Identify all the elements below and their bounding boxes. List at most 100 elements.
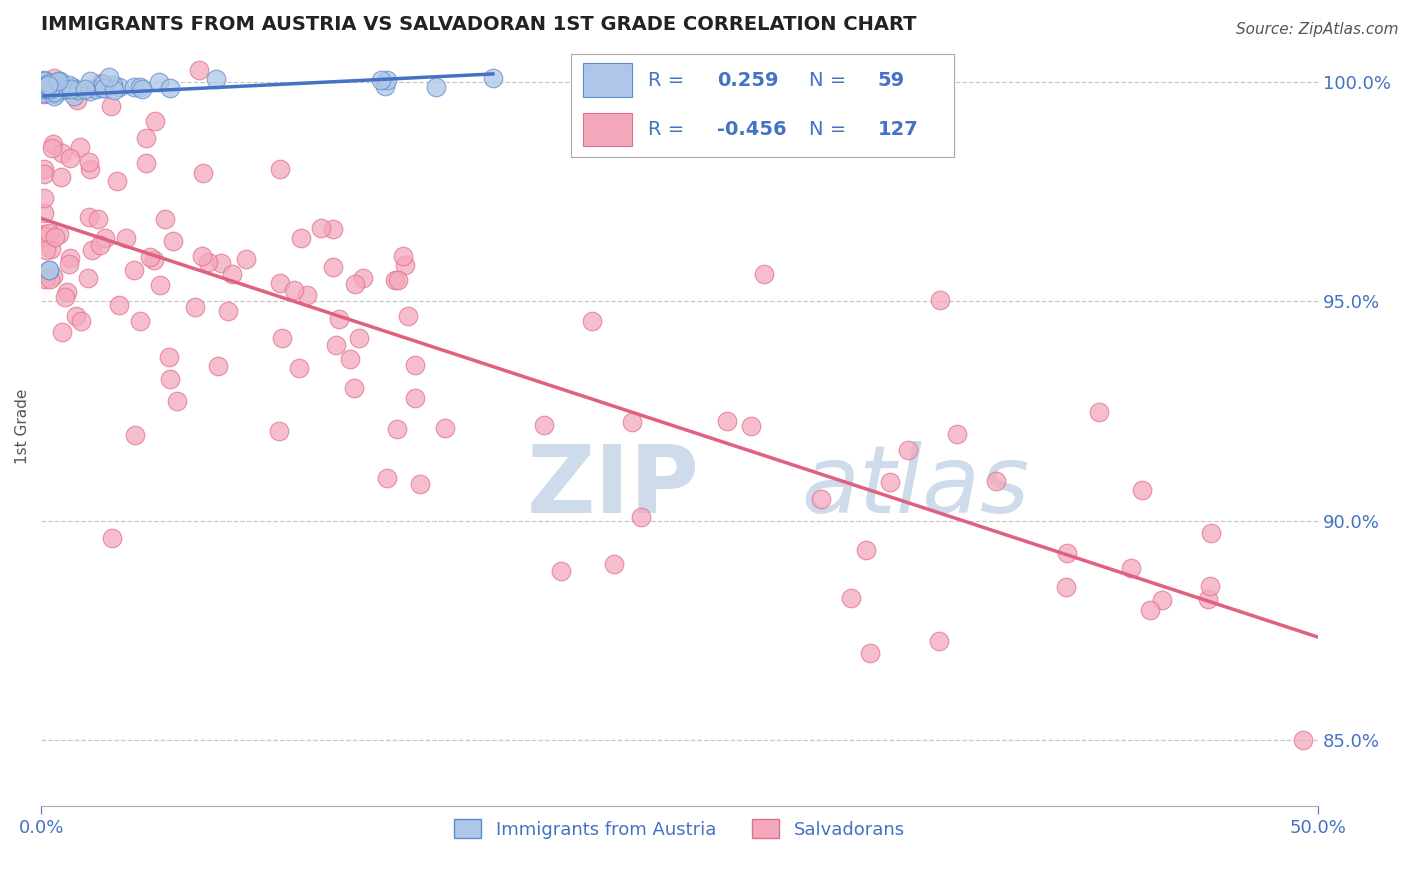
Point xyxy=(67,83,90,97)
Point xyxy=(322,222,344,236)
Point xyxy=(87,212,110,227)
Point xyxy=(374,78,396,93)
Point xyxy=(352,271,374,285)
Point xyxy=(283,283,305,297)
Point xyxy=(425,80,447,95)
Point xyxy=(839,591,862,605)
Point xyxy=(58,78,80,92)
Point xyxy=(271,331,294,345)
Point xyxy=(80,243,103,257)
Point xyxy=(550,564,572,578)
Point xyxy=(1199,579,1222,593)
Text: ZIP: ZIP xyxy=(526,441,699,533)
Text: Source: ZipAtlas.com: Source: ZipAtlas.com xyxy=(1236,22,1399,37)
Point xyxy=(155,212,177,227)
Point xyxy=(129,79,152,94)
Point xyxy=(124,428,146,442)
Point xyxy=(149,277,172,292)
Point xyxy=(37,81,59,95)
Point xyxy=(385,421,408,435)
Point xyxy=(122,262,145,277)
Point xyxy=(533,417,555,432)
Point xyxy=(42,89,65,103)
Point xyxy=(79,74,101,88)
Point xyxy=(38,263,60,277)
Point xyxy=(79,84,101,98)
Y-axis label: 1st Grade: 1st Grade xyxy=(15,389,30,464)
Point xyxy=(197,254,219,268)
Point xyxy=(1292,732,1315,747)
Point xyxy=(32,229,55,244)
Point xyxy=(322,260,344,275)
Point xyxy=(482,71,505,86)
Point xyxy=(409,477,432,491)
Point xyxy=(603,557,626,571)
Point xyxy=(879,475,901,490)
Point xyxy=(810,491,832,506)
Point xyxy=(46,75,69,89)
Point xyxy=(211,256,233,270)
Point xyxy=(75,82,97,96)
Point xyxy=(41,137,63,152)
Point xyxy=(52,82,75,96)
Point xyxy=(77,271,100,285)
Point xyxy=(115,231,138,245)
Point xyxy=(63,89,86,103)
Point xyxy=(384,273,406,287)
Point xyxy=(69,140,91,154)
Point xyxy=(207,359,229,373)
Point xyxy=(148,75,170,89)
Point xyxy=(434,421,457,435)
Point xyxy=(375,471,398,485)
Point xyxy=(32,82,55,96)
Point xyxy=(56,79,79,94)
Point xyxy=(387,273,409,287)
Point xyxy=(986,474,1008,488)
Point xyxy=(41,141,63,155)
Point xyxy=(41,242,63,256)
Point xyxy=(396,309,419,323)
Point xyxy=(328,312,350,326)
Point xyxy=(45,79,67,94)
Point xyxy=(859,646,882,660)
Point xyxy=(66,93,89,107)
Point xyxy=(34,272,56,286)
Point xyxy=(1150,593,1173,607)
Point xyxy=(928,293,950,307)
Point xyxy=(84,81,107,95)
Point xyxy=(184,301,207,315)
Point xyxy=(44,87,66,102)
Point xyxy=(55,290,77,304)
Point xyxy=(897,443,920,458)
Point xyxy=(59,151,82,165)
Point xyxy=(191,249,214,263)
Point xyxy=(122,79,145,94)
Point xyxy=(1130,483,1153,497)
Point xyxy=(38,226,60,240)
Point xyxy=(77,154,100,169)
Point xyxy=(1119,561,1142,575)
Point xyxy=(91,81,114,95)
Point xyxy=(58,256,80,270)
Point xyxy=(48,74,70,88)
Point xyxy=(42,80,65,95)
Point xyxy=(740,419,762,434)
Point xyxy=(79,161,101,176)
Point xyxy=(94,231,117,245)
Point xyxy=(131,81,153,95)
Point xyxy=(217,304,239,318)
Point xyxy=(42,86,65,100)
Point xyxy=(32,206,55,220)
Point xyxy=(32,167,55,181)
Point xyxy=(60,82,83,96)
Point xyxy=(35,244,58,258)
Point xyxy=(77,211,100,225)
Point xyxy=(101,531,124,545)
Point xyxy=(32,74,55,88)
Point xyxy=(48,227,70,241)
Point xyxy=(855,543,877,558)
Point xyxy=(44,85,66,99)
Point xyxy=(44,230,66,244)
Point xyxy=(404,358,426,372)
Point xyxy=(103,83,125,97)
